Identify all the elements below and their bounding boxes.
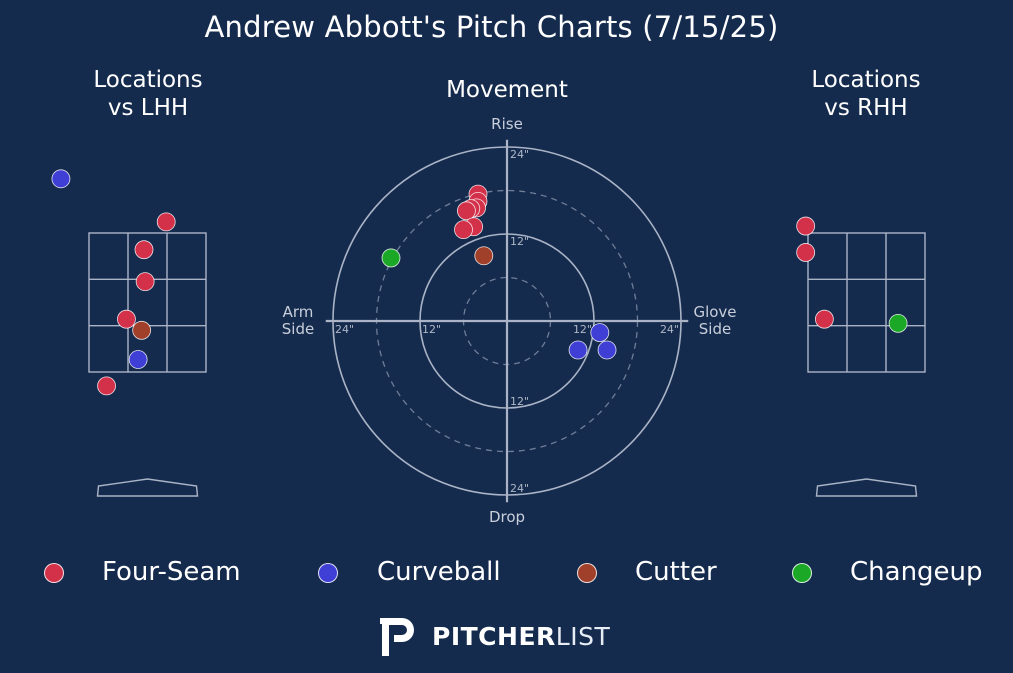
lhh-pitch-four-seam [135, 272, 155, 292]
rhh-title-line1: Locations [811, 67, 921, 93]
pitcherlist-logo: PITCHERLIST [380, 612, 620, 658]
legend-label-curveball: Curveball [377, 557, 501, 587]
movement-arm-label-line1: Arm [283, 303, 314, 321]
legend-label-cutter: Cutter [635, 557, 717, 587]
lhh-title-line2: vs LHH [107, 95, 189, 121]
legend-marker-changeup [792, 563, 812, 583]
rhh-home-plate [815, 478, 918, 497]
rhh-pitch-changeup [888, 313, 908, 333]
movement-rise-label: Rise [491, 115, 523, 133]
rhh-location-chart [796, 216, 926, 497]
lhh-panel-title: Locations vs LHH [38, 66, 258, 122]
lhh-pitch-cutter [132, 320, 152, 340]
lhh-title-line1: Locations [93, 67, 203, 93]
legend-marker-curveball [318, 563, 338, 583]
movement-pitch-four-seam [456, 201, 476, 221]
lhh-pitch-four-seam [117, 309, 136, 329]
movement-ring-label-top-12: 12" [510, 235, 529, 248]
movement-pitch-cutter [474, 246, 494, 266]
lhh-location-chart [51, 169, 207, 497]
lhh-strike-zone [88, 232, 207, 373]
logo-text-light: LIST [555, 622, 611, 651]
movement-arm-label-line2: Side [282, 320, 314, 338]
rhh-pitch-four-seam [796, 216, 816, 236]
movement-ring-label-left-24: 24" [335, 323, 354, 336]
lhh-pitch-four-seam [134, 240, 154, 260]
lhh-pitch-curveball [128, 350, 148, 369]
rhh-title-line2: vs RHH [824, 95, 908, 121]
movement-ring-label-right-12: 12" [573, 323, 592, 336]
rhh-pitch-four-seam [814, 309, 834, 329]
movement-pitch-changeup [381, 248, 401, 268]
movement-ring-label-top-24: 24" [510, 148, 529, 161]
lhh-pitch-curveball [51, 169, 71, 189]
logo-text-bold: PITCHER [432, 622, 556, 651]
legend-marker-four-seam [44, 563, 64, 583]
legend-label-changeup: Changeup [850, 557, 983, 587]
pitcherlist-p-icon [380, 618, 414, 656]
movement-ring-label-left-12: 12" [422, 323, 441, 336]
movement-ring-label-right-24: 24" [660, 323, 679, 336]
legend-label-four-seam: Four-Seam [102, 557, 241, 587]
rhh-pitch-four-seam [796, 243, 816, 262]
movement-ring-label-bottom-12: 12" [510, 395, 529, 408]
movement-ring-label-bottom-24: 24" [510, 482, 529, 495]
chart-title: Andrew Abbott's Pitch Charts (7/15/25) [204, 10, 779, 44]
movement-chart: Rise Drop Arm Side Glove Side 24" 12" 12" 2… [282, 115, 737, 526]
lhh-pitch-four-seam [156, 212, 176, 232]
movement-glove-label-line1: Glove [693, 303, 736, 321]
movement-drop-label: Drop [489, 508, 525, 526]
pitcherlist-wordmark: PITCHERLIST [432, 622, 610, 651]
legend-marker-cutter [577, 563, 597, 583]
lhh-home-plate [96, 478, 199, 497]
lhh-pitch-four-seam [97, 376, 116, 396]
movement-panel-title: Movement [446, 77, 568, 103]
rhh-panel-title: Locations vs RHH [756, 66, 976, 122]
movement-pitch-curveball [568, 340, 588, 360]
movement-pitch-curveball [597, 340, 617, 360]
rhh-strike-zone [807, 232, 926, 373]
movement-pitch-curveball [590, 323, 610, 343]
movement-pitch-four-seam [454, 220, 473, 240]
movement-glove-label-line2: Side [699, 320, 731, 338]
